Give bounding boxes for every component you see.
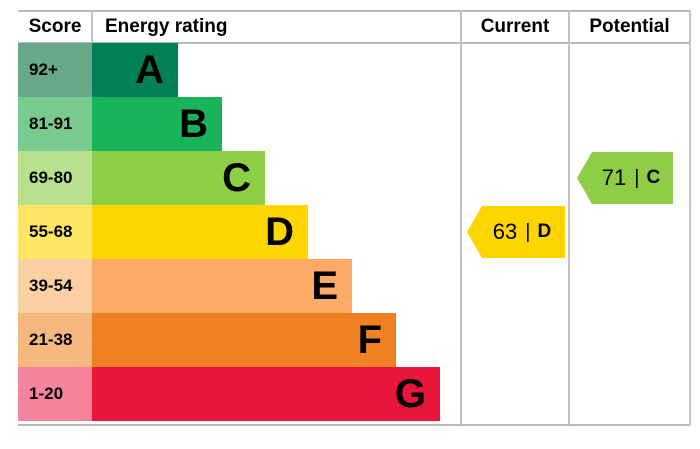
band-letter-d: D (265, 210, 294, 254)
score-range-b: 81-91 (18, 97, 92, 151)
current-score-value: 63 (492, 219, 518, 244)
band-row-f: 21-38 F (18, 313, 461, 367)
potential-score-value: 71 (601, 165, 627, 190)
potential-rating-letter: C (646, 167, 661, 188)
current-separator: | (525, 220, 531, 243)
potential-rating-arrow: 71 | C (577, 152, 673, 204)
table-bottom-border (18, 424, 690, 426)
current-header: Current (480, 16, 550, 37)
table-right-border (689, 10, 691, 425)
rating-bar-d: D (92, 205, 308, 259)
band-row-e: 39-54 E (18, 259, 461, 313)
current-rating-letter: D (537, 221, 552, 242)
band-row-b: 81-91 B (18, 97, 461, 151)
score-range-a: 92+ (18, 43, 92, 97)
table-top-border (18, 10, 690, 12)
energy-rating-header: Energy rating (105, 16, 228, 37)
score-range-d: 55-68 (18, 205, 92, 259)
rating-bar-a: A (92, 43, 178, 97)
band-letter-b: B (179, 102, 208, 146)
potential-column-divider (568, 10, 570, 425)
potential-header: Potential (589, 16, 670, 37)
band-row-g: 1-20 G (18, 367, 461, 421)
header-underline (18, 42, 690, 44)
rating-bar-b: B (92, 97, 222, 151)
score-range-c: 69-80 (18, 151, 92, 205)
band-rows: 92+ A 81-91 B 69-80 C 55-68 D 39-54 E 21-38 F 1-20 G (18, 43, 461, 421)
band-letter-g: G (394, 372, 426, 416)
current-rating-arrow: 63 | D (467, 206, 565, 258)
band-row-c: 69-80 C (18, 151, 461, 205)
band-row-a: 92+ A (18, 43, 461, 97)
rating-bar-e: E (92, 259, 352, 313)
rating-bar-g: G (92, 367, 440, 421)
band-letter-a: A (135, 48, 164, 92)
current-column-divider (460, 10, 462, 425)
band-letter-f: F (357, 318, 382, 362)
band-letter-e: E (311, 264, 338, 308)
score-range-g: 1-20 (18, 367, 92, 421)
rating-bar-f: F (92, 313, 396, 367)
score-range-e: 39-54 (18, 259, 92, 313)
score-column-divider (91, 10, 93, 43)
band-row-d: 55-68 D (18, 205, 461, 259)
score-range-f: 21-38 (18, 313, 92, 367)
score-header: Score (28, 16, 82, 37)
rating-bar-c: C (92, 151, 265, 205)
potential-separator: | (634, 166, 640, 189)
band-letter-c: C (222, 156, 251, 200)
